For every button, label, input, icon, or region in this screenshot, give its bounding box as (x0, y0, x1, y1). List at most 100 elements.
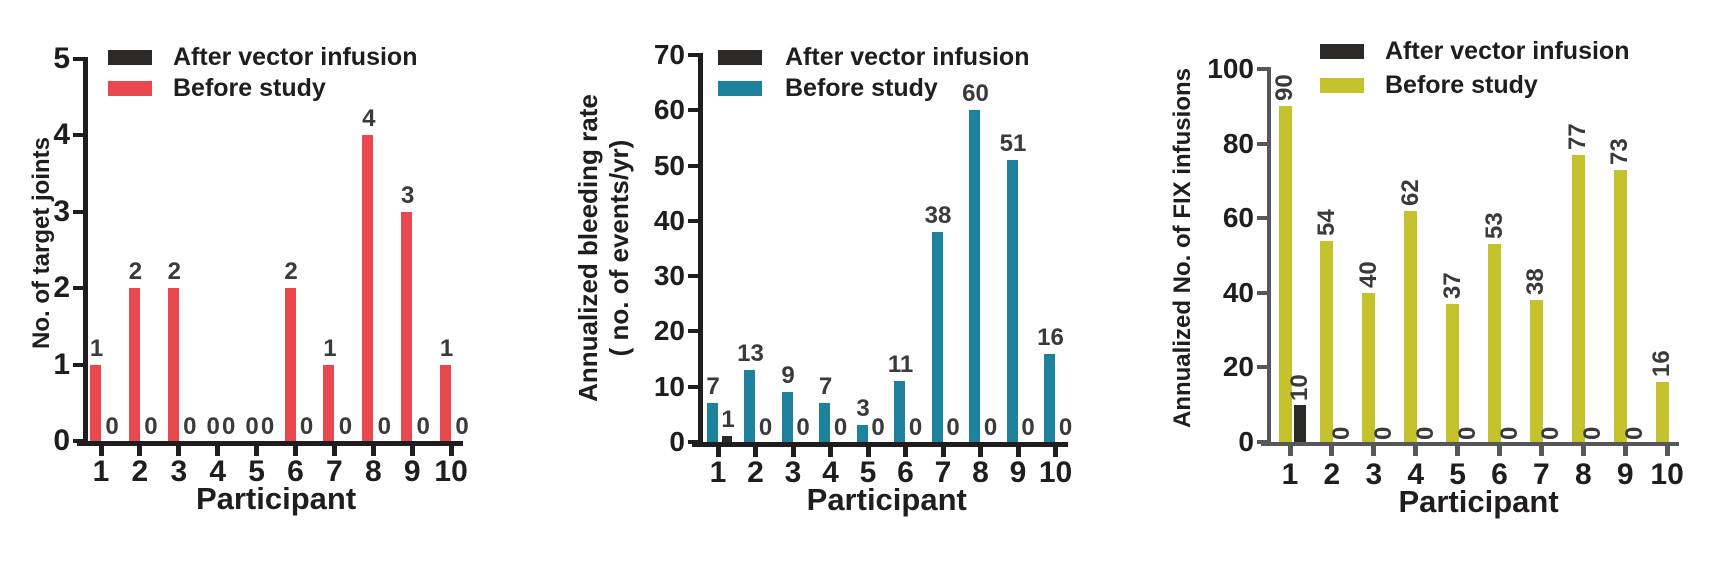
value-label-after-1: 0 (105, 413, 119, 440)
value-label-after-5: 0 (260, 413, 275, 440)
legend-label-after: After vector infusion (785, 43, 1030, 71)
x-tick (331, 445, 337, 456)
value-label-before-10: 16 (1648, 350, 1676, 378)
y-axis-title: Annualized bleeding rate( no. of events/… (573, 94, 635, 402)
y-tick-label: 40 (653, 204, 685, 236)
y-tick (1257, 141, 1267, 146)
y-tick-label: 1 (53, 347, 70, 381)
legend-label-before: Before study (785, 74, 938, 102)
bar-before-10 (1655, 382, 1669, 442)
x-tick (370, 445, 376, 456)
y-axis-title-line: Annualized No. of FIX infusions (1169, 68, 1196, 428)
x-tick (828, 446, 833, 457)
legend-label-after: After vector infusion (1385, 37, 1630, 65)
value-label-before-7: 1 (323, 334, 337, 362)
bar-before-6 (1488, 244, 1501, 442)
bar-before-2 (1320, 240, 1334, 442)
x-tick (448, 445, 454, 456)
value-label-before-4: 7 (818, 373, 833, 401)
value-label-after-3: 0 (796, 414, 810, 441)
x-tick-label: 9 (1009, 456, 1027, 489)
y-tick (688, 274, 698, 279)
value-label-after-4: 0 (1411, 426, 1439, 440)
value-label-before-5: 3 (856, 395, 870, 423)
y-tick-label: 0 (53, 424, 70, 457)
x-tick (176, 445, 182, 456)
y-tick-label: 80 (1222, 127, 1254, 159)
value-label-before-8: 60 (962, 80, 989, 108)
chart-annualized-bleeding-rate: 0 10 20 30 40 50 60 70 1 7 1 2 13 0 3 9 0 4 7 0 5 3 0 6 11 0 7 38 0 8… (570, 0, 1140, 562)
value-label-before-1: 1 (89, 334, 104, 362)
value-label-before-9: 3 (401, 181, 415, 209)
bar-before-6 (284, 288, 296, 441)
x-tick-label: 7 (1533, 458, 1550, 491)
y-tick (688, 218, 698, 223)
legend-swatch-after (718, 50, 762, 65)
x-tick-label: 2 (1323, 458, 1341, 491)
y-tick (688, 384, 698, 389)
value-label-after-9: 0 (1021, 414, 1035, 441)
x-tick (1455, 445, 1461, 456)
x-tick (1497, 445, 1502, 456)
x-tick-label: 6 (287, 455, 304, 488)
value-label-before-5: 0 (245, 413, 259, 440)
value-label-before-10: 1 (439, 334, 454, 362)
y-tick-label: 3 (53, 194, 70, 228)
y-tick-label: 10 (653, 370, 685, 402)
value-label-before-8: 77 (1564, 123, 1592, 150)
x-tick-label: 9 (1616, 458, 1634, 491)
bar-before-1 (90, 364, 101, 441)
x-tick-label: 10 (1650, 458, 1684, 491)
bar-before-8 (1571, 154, 1585, 442)
x-tick (1287, 445, 1293, 456)
y-tick (73, 439, 83, 443)
x-tick (865, 446, 871, 457)
x-tick-label: 8 (1574, 458, 1592, 491)
y-tick (688, 329, 698, 334)
value-label-after-4: 0 (222, 413, 236, 440)
value-label-after-10: 0 (455, 413, 469, 440)
legend-swatch-after (1320, 44, 1364, 59)
y-tick-label: 40 (1222, 276, 1254, 308)
x-tick (137, 445, 143, 456)
value-label-after-6: 0 (1495, 426, 1523, 440)
value-label-after-2: 0 (1327, 426, 1355, 440)
y-tick (688, 53, 698, 57)
chart-no-of-target-joints: 0 1 2 3 4 5 1 1 0 2 2 0 3 2 0 4 0 0 5 0 0 6 2 0 7 1 0 8 4 0 9 3 0 10 1 0 No.… (0, 0, 570, 562)
x-tick (753, 446, 758, 457)
bar-before-4 (1404, 210, 1418, 442)
chart-annualized-fix-infusions: 0 20 40 60 80 100 1 90 10 2 54 0 3 40 0 4 62 0 5 37 0 6 53 0 7 38… (1140, 0, 1711, 562)
x-axis-line (692, 442, 1068, 447)
value-label-after-2: 0 (758, 414, 773, 441)
value-label-after-8: 0 (983, 414, 998, 441)
y-axis-title-line: ( no. of events/yr) (604, 139, 634, 357)
x-tick (1015, 446, 1021, 457)
y-tick-label: 0 (669, 426, 685, 457)
y-tick-label: 60 (653, 94, 685, 126)
x-tick (1538, 445, 1544, 456)
x-tick-label: 9 (403, 455, 421, 488)
value-label-before-9: 73 (1606, 138, 1634, 165)
x-tick-label: 3 (784, 456, 802, 489)
bar-before-1 (706, 403, 718, 442)
x-tick (1371, 445, 1377, 456)
value-label-after-6: 0 (299, 413, 314, 440)
x-tick-label: 4 (822, 456, 839, 489)
legend-swatch-before (108, 81, 152, 96)
value-label-before-6: 11 (887, 351, 914, 379)
value-label-before-4: 0 (206, 413, 220, 440)
y-tick (1257, 290, 1267, 295)
x-tick-label: 7 (934, 456, 952, 489)
y-tick (1257, 440, 1267, 444)
value-label-after-7: 0 (946, 414, 960, 441)
y-axis-title: Annualized No. of FIX infusions (1168, 68, 1198, 428)
x-tick (790, 446, 796, 457)
x-tick-label: 3 (170, 455, 188, 488)
bar-before-7 (931, 231, 943, 442)
y-tick-label: 5 (53, 42, 70, 75)
y-axis-line (698, 53, 703, 447)
x-tick-label: 6 (1491, 458, 1508, 491)
x-tick (978, 446, 983, 457)
y-axis-line (83, 57, 88, 446)
x-tick (1053, 446, 1058, 457)
